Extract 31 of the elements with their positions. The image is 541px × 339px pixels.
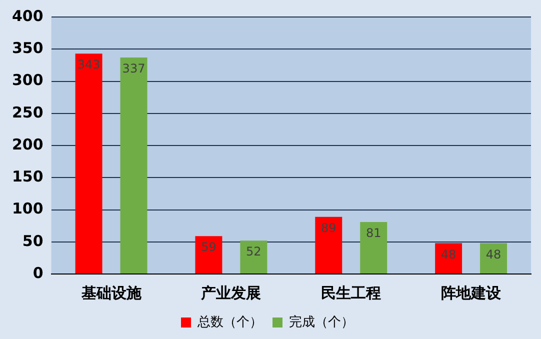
data-label: 81 bbox=[366, 226, 382, 240]
data-label: 337 bbox=[122, 62, 146, 76]
x-tick-label: 阵地建设 bbox=[441, 284, 502, 302]
y-tick-label: 250 bbox=[12, 103, 44, 122]
y-tick-label: 0 bbox=[32, 264, 44, 282]
bar bbox=[315, 216, 342, 274]
y-tick-label: 200 bbox=[12, 135, 44, 154]
legend-label: 总数（个） bbox=[196, 314, 262, 330]
bar bbox=[195, 236, 222, 274]
data-label: 52 bbox=[246, 244, 262, 259]
bar bbox=[75, 54, 102, 274]
y-tick-label: 400 bbox=[12, 6, 44, 25]
data-label: 59 bbox=[201, 240, 216, 254]
y-tick-label: 350 bbox=[12, 39, 44, 58]
bar bbox=[120, 57, 148, 274]
y-tick-label: 50 bbox=[22, 232, 44, 250]
bar bbox=[435, 243, 462, 274]
y-tick-label: 150 bbox=[12, 168, 44, 186]
y-tick-label: 100 bbox=[12, 200, 44, 218]
x-tick-label: 产业发展 bbox=[200, 284, 262, 302]
x-tick-label: 基础设施 bbox=[80, 284, 142, 302]
bar bbox=[240, 240, 268, 274]
data-label: 48 bbox=[440, 247, 456, 262]
bar bbox=[360, 222, 388, 274]
data-label: 343 bbox=[77, 58, 100, 72]
bar bbox=[480, 243, 508, 274]
y-tick-label: 300 bbox=[12, 71, 44, 90]
data-label: 89 bbox=[320, 220, 336, 235]
legend-label: 完成（个） bbox=[289, 314, 354, 330]
data-label: 48 bbox=[486, 247, 502, 262]
x-tick-label: 民生工程 bbox=[321, 284, 382, 302]
